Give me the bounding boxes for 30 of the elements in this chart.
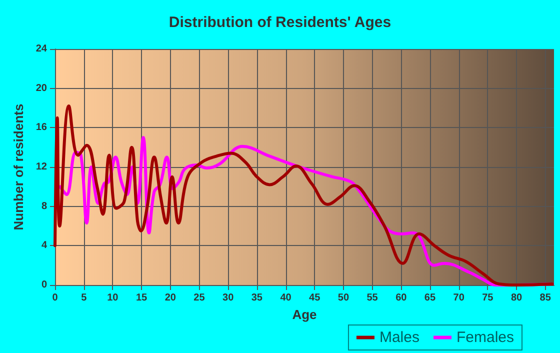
y-tick-label: 16 [36, 122, 48, 134]
x-tick-label: 70 [453, 292, 465, 304]
x-tick-label: 10 [107, 292, 119, 304]
y-tick-label: 8 [41, 200, 48, 212]
x-axis-title: Age [292, 306, 317, 322]
y-tick-label: 12 [36, 162, 48, 172]
x-tick-label: 30 [222, 292, 234, 304]
x-tick-label: 15 [136, 292, 148, 304]
chart-title: Distribution of Residents' Ages [168, 14, 392, 31]
y-tick-label: 24 [36, 44, 48, 54]
x-tick-label: 25 [194, 292, 206, 304]
x-tick-label: 60 [396, 292, 408, 304]
x-tick-label: 5 [81, 292, 88, 304]
y-tick-label: 0 [41, 280, 48, 290]
y-tick-label: 20 [36, 82, 48, 94]
legend-label: Females [456, 329, 514, 346]
x-tick-label: 50 [338, 292, 350, 304]
y-axis-title: Number of residents [10, 104, 26, 230]
x-tick-label: 35 [251, 292, 263, 304]
x-tick-label: 55 [366, 292, 378, 304]
x-tick-label: 40 [280, 292, 292, 304]
legend-label: Males [379, 329, 420, 346]
x-tick-label: 65 [424, 292, 436, 304]
x-tick-label: 0 [52, 292, 58, 304]
x-tick-label: 80 [510, 292, 522, 304]
x-tick-label: 75 [482, 292, 494, 304]
x-tick-label: 85 [540, 292, 552, 304]
y-tick-label: 4 [41, 240, 48, 252]
x-tick-label: 45 [309, 292, 321, 304]
x-tick-label: 20 [164, 292, 176, 304]
